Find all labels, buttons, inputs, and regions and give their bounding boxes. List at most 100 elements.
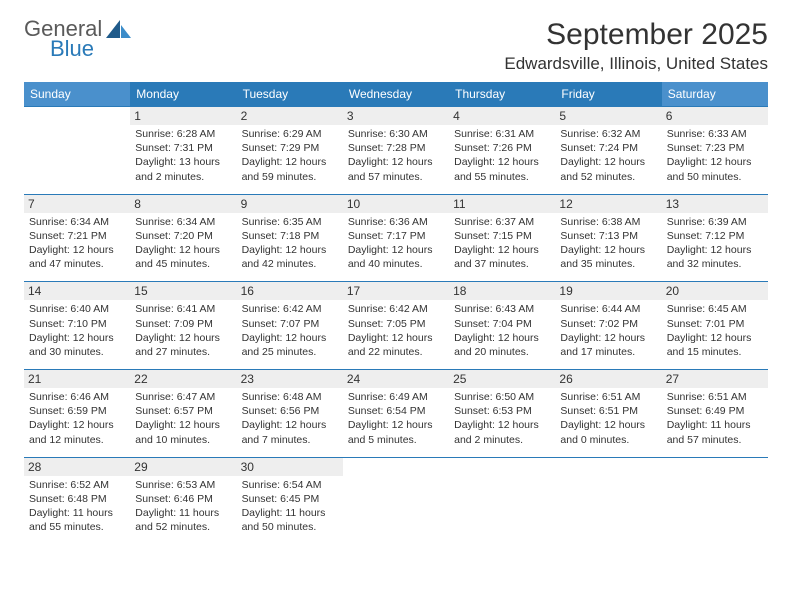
day-info: Sunrise: 6:51 AMSunset: 6:49 PMDaylight:… — [667, 390, 763, 447]
day-info: Sunrise: 6:32 AMSunset: 7:24 PMDaylight:… — [560, 127, 656, 184]
date-number: 3 — [343, 107, 449, 125]
sunset-text: Sunset: 7:12 PM — [667, 229, 763, 243]
day-header-saturday: Saturday — [662, 82, 768, 107]
day-header-tuesday: Tuesday — [237, 82, 343, 107]
day-cell: 11 Sunrise: 6:37 AMSunset: 7:15 PMDayligh… — [449, 194, 555, 282]
sunset-text: Sunset: 7:21 PM — [29, 229, 125, 243]
day-info: Sunrise: 6:37 AMSunset: 7:15 PMDaylight:… — [454, 215, 550, 272]
day-info: Sunrise: 6:30 AMSunset: 7:28 PMDaylight:… — [348, 127, 444, 184]
day-header-friday: Friday — [555, 82, 661, 107]
daylight-text: Daylight: 12 hours — [454, 418, 550, 432]
date-number: 16 — [237, 282, 343, 300]
day-cell: 18Sunrise: 6:43 AMSunset: 7:04 PMDayligh… — [449, 282, 555, 370]
day-info: Sunrise: 6:54 AMSunset: 6:45 PMDaylight:… — [242, 478, 338, 535]
daylight-text: Daylight: 11 hours — [29, 506, 125, 520]
day-info: Sunrise: 6:47 AMSunset: 6:57 PMDaylight:… — [135, 390, 231, 447]
daylight-text: Daylight: 12 hours — [560, 243, 656, 257]
daylight-text-2: and 42 minutes. — [242, 257, 338, 271]
day-cell: 12Sunrise: 6:38 AMSunset: 7:13 PMDayligh… — [555, 194, 661, 282]
sunset-text: Sunset: 7:31 PM — [135, 141, 231, 155]
date-number: 11 — [449, 195, 555, 213]
day-cell: 28Sunrise: 6:52 AMSunset: 6:48 PMDayligh… — [24, 457, 130, 544]
daylight-text: Daylight: 12 hours — [135, 243, 231, 257]
week-row: 7Sunrise: 6:34 AMSunset: 7:21 PMDaylight… — [24, 194, 768, 282]
day-info: Sunrise: 6:31 AMSunset: 7:26 PMDaylight:… — [454, 127, 550, 184]
sunrise-text: Sunrise: 6:53 AM — [135, 478, 231, 492]
sunset-text: Sunset: 7:23 PM — [667, 141, 763, 155]
day-cell: 30Sunrise: 6:54 AMSunset: 6:45 PMDayligh… — [237, 457, 343, 544]
daylight-text: Daylight: 12 hours — [242, 155, 338, 169]
day-cell: 7Sunrise: 6:34 AMSunset: 7:21 PMDaylight… — [24, 194, 130, 282]
daylight-text-2: and 5 minutes. — [348, 433, 444, 447]
day-info: Sunrise: 6:42 AMSunset: 7:07 PMDaylight:… — [242, 302, 338, 359]
sunset-text: Sunset: 7:02 PM — [560, 317, 656, 331]
daylight-text-2: and 0 minutes. — [560, 433, 656, 447]
sunrise-text: Sunrise: 6:42 AM — [348, 302, 444, 316]
sunset-text: Sunset: 7:20 PM — [135, 229, 231, 243]
day-header-thursday: Thursday — [449, 82, 555, 107]
day-info: Sunrise: 6:46 AMSunset: 6:59 PMDaylight:… — [29, 390, 125, 447]
day-cell: 5Sunrise: 6:32 AMSunset: 7:24 PMDaylight… — [555, 107, 661, 195]
sunset-text: Sunset: 7:24 PM — [560, 141, 656, 155]
sunset-text: Sunset: 7:17 PM — [348, 229, 444, 243]
sunset-text: Sunset: 7:04 PM — [454, 317, 550, 331]
day-info: Sunrise: 6:40 AMSunset: 7:10 PMDaylight:… — [29, 302, 125, 359]
date-number: 26 — [555, 370, 661, 388]
date-number: 14 — [24, 282, 130, 300]
daylight-text: Daylight: 12 hours — [29, 331, 125, 345]
month-title: September 2025 — [504, 18, 768, 52]
logo-word2: Blue — [50, 38, 102, 60]
day-cell — [24, 107, 130, 195]
daylight-text-2: and 2 minutes. — [454, 433, 550, 447]
date-number: 28 — [24, 458, 130, 476]
sunset-text: Sunset: 7:29 PM — [242, 141, 338, 155]
sunrise-text: Sunrise: 6:33 AM — [667, 127, 763, 141]
day-cell: 10Sunrise: 6:36 AMSunset: 7:17 PMDayligh… — [343, 194, 449, 282]
sunrise-text: Sunrise: 6:36 AM — [348, 215, 444, 229]
daylight-text: Daylight: 12 hours — [29, 418, 125, 432]
date-number: 8 — [130, 195, 236, 213]
sunrise-text: Sunrise: 6:34 AM — [135, 215, 231, 229]
day-info: Sunrise: 6:53 AMSunset: 6:46 PMDaylight:… — [135, 478, 231, 535]
date-number: 25 — [449, 370, 555, 388]
date-number: 19 — [555, 282, 661, 300]
daylight-text: Daylight: 12 hours — [560, 418, 656, 432]
date-number: 1 — [130, 107, 236, 125]
daylight-text: Daylight: 12 hours — [348, 418, 444, 432]
day-info: Sunrise: 6:48 AMSunset: 6:56 PMDaylight:… — [242, 390, 338, 447]
daylight-text: Daylight: 12 hours — [348, 331, 444, 345]
sunrise-text: Sunrise: 6:42 AM — [242, 302, 338, 316]
sunset-text: Sunset: 7:15 PM — [454, 229, 550, 243]
day-info: Sunrise: 6:49 AMSunset: 6:54 PMDaylight:… — [348, 390, 444, 447]
day-cell: 14 Sunrise: 6:40 AMSunset: 7:10 PMDayligh… — [24, 282, 130, 370]
sunset-text: Sunset: 7:07 PM — [242, 317, 338, 331]
daylight-text: Daylight: 13 hours — [135, 155, 231, 169]
date-number: 2 — [237, 107, 343, 125]
day-cell: 22Sunrise: 6:47 AMSunset: 6:57 PMDayligh… — [130, 370, 236, 458]
daylight-text-2: and 12 minutes. — [29, 433, 125, 447]
daylight-text: Daylight: 12 hours — [667, 243, 763, 257]
daylight-text: Daylight: 12 hours — [135, 418, 231, 432]
date-number: 6 — [662, 107, 768, 125]
day-cell: 27Sunrise: 6:51 AMSunset: 6:49 PMDayligh… — [662, 370, 768, 458]
sunset-text: Sunset: 7:09 PM — [135, 317, 231, 331]
day-info: Sunrise: 6:39 AMSunset: 7:12 PMDaylight:… — [667, 215, 763, 272]
day-cell: 9Sunrise: 6:35 AMSunset: 7:18 PMDaylight… — [237, 194, 343, 282]
sunrise-text: Sunrise: 6:45 AM — [667, 302, 763, 316]
daylight-text-2: and 50 minutes. — [242, 520, 338, 534]
sunrise-text: Sunrise: 6:50 AM — [454, 390, 550, 404]
sunset-text: Sunset: 6:53 PM — [454, 404, 550, 418]
sunrise-text: Sunrise: 6:52 AM — [29, 478, 125, 492]
calendar-table: SundayMondayTuesdayWednesdayThursdayFrid… — [24, 82, 768, 544]
date-number: 18 — [449, 282, 555, 300]
day-info: Sunrise: 6:44 AMSunset: 7:02 PMDaylight:… — [560, 302, 656, 359]
date-number: 4 — [449, 107, 555, 125]
calendar-header-row: SundayMondayTuesdayWednesdayThursdayFrid… — [24, 82, 768, 107]
day-info: Sunrise: 6:45 AMSunset: 7:01 PMDaylight:… — [667, 302, 763, 359]
day-cell: 17Sunrise: 6:42 AMSunset: 7:05 PMDayligh… — [343, 282, 449, 370]
day-info: Sunrise: 6:34 AMSunset: 7:20 PMDaylight:… — [135, 215, 231, 272]
week-row: 14 Sunrise: 6:40 AMSunset: 7:10 PMDayligh… — [24, 282, 768, 370]
daylight-text-2: and 20 minutes. — [454, 345, 550, 359]
daylight-text-2: and 55 minutes. — [29, 520, 125, 534]
date-number: 24 — [343, 370, 449, 388]
